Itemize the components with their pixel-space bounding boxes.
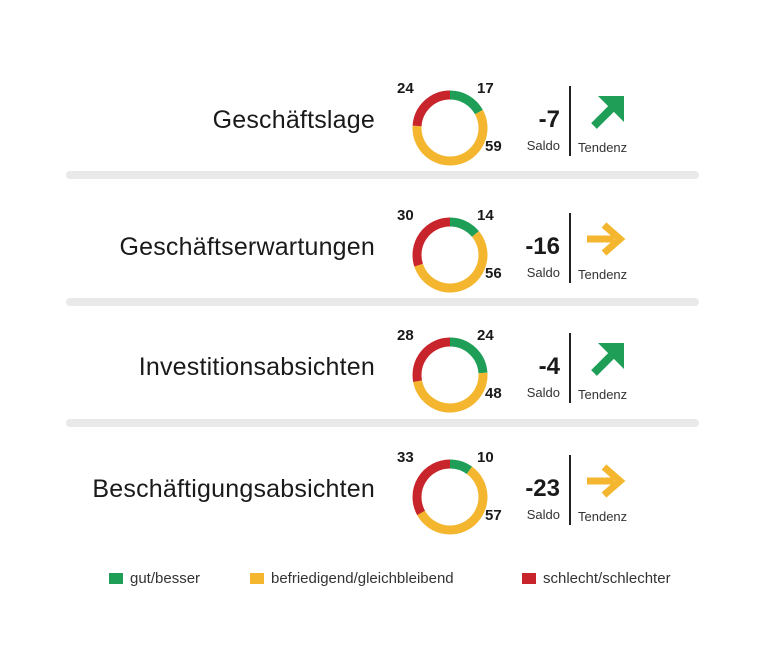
donut-slice-gut bbox=[449, 217, 479, 238]
donut-slice-befriedigend bbox=[412, 109, 488, 166]
donut-slice-schlecht bbox=[412, 90, 451, 127]
chart-row: Geschäftserwartungen 30 14 56 -16 Saldo Tende… bbox=[0, 205, 767, 325]
data-label-schlecht: 30 bbox=[397, 207, 414, 224]
tendenz-label: Tendenz bbox=[578, 387, 628, 402]
donut-slice-schlecht bbox=[412, 459, 451, 516]
data-label-befriedigend: 56 bbox=[485, 265, 502, 282]
legend-swatch-green bbox=[109, 573, 123, 584]
saldo-value: -16 bbox=[525, 233, 560, 260]
data-label-schlecht: 24 bbox=[397, 80, 414, 97]
row-separator bbox=[66, 419, 699, 427]
legend-label: schlecht/schlechter bbox=[543, 570, 671, 587]
legend-item-schlecht: schlecht/schlechter bbox=[522, 570, 671, 587]
data-label-gut: 17 bbox=[477, 80, 494, 97]
data-label-befriedigend: 57 bbox=[485, 507, 502, 524]
donut-slice-befriedigend bbox=[413, 372, 488, 413]
data-label-befriedigend: 48 bbox=[485, 385, 502, 402]
saldo-label: Saldo bbox=[526, 385, 560, 400]
saldo-label: Saldo bbox=[526, 265, 560, 280]
chart-row: Geschäftslage 24 17 59 -7 Saldo Tendenz bbox=[0, 78, 767, 198]
legend-item-befriedigend: befriedigend/gleichbleibend bbox=[250, 570, 454, 587]
donut-slice-gut bbox=[449, 337, 488, 374]
chart-row: Beschäftigungsabsichten 33 10 57 -23 Saldo Te… bbox=[0, 447, 767, 567]
arrow-right-icon bbox=[587, 464, 626, 498]
divider bbox=[569, 455, 571, 525]
data-label-gut: 10 bbox=[477, 449, 494, 466]
arrow-up-right-icon bbox=[591, 343, 624, 376]
tendenz-label: Tendenz bbox=[578, 140, 628, 155]
divider bbox=[569, 213, 571, 283]
legend: gut/besser befriedigend/gleichbleibend s… bbox=[0, 570, 767, 594]
donut-slice-gut bbox=[449, 459, 473, 475]
divider bbox=[569, 333, 571, 403]
legend-label: befriedigend/gleichbleibend bbox=[271, 570, 454, 587]
donut-chart bbox=[412, 217, 488, 293]
donut-slice-schlecht bbox=[412, 337, 451, 383]
donut-slice-gut bbox=[449, 90, 483, 115]
chart-row: Investitionsabsichten 28 24 48 -4 Saldo Tende… bbox=[0, 325, 767, 445]
saldo-value: -7 bbox=[538, 106, 560, 133]
row-separator bbox=[66, 298, 699, 306]
legend-swatch-yellow bbox=[250, 573, 264, 584]
donut-chart bbox=[412, 459, 488, 535]
saldo-value: -23 bbox=[525, 475, 560, 502]
tendenz-label: Tendenz bbox=[578, 267, 628, 282]
row-label: Beschäftigungsabsichten bbox=[92, 475, 375, 503]
data-label-gut: 24 bbox=[477, 327, 494, 344]
donut-chart bbox=[412, 337, 488, 413]
divider bbox=[569, 86, 571, 156]
saldo-value: -4 bbox=[538, 353, 560, 380]
donut-slice-befriedigend bbox=[414, 231, 488, 293]
saldo-label: Saldo bbox=[526, 138, 560, 153]
saldo-label: Saldo bbox=[526, 507, 560, 522]
data-label-befriedigend: 59 bbox=[485, 138, 502, 155]
row-label: Geschäftslage bbox=[212, 106, 375, 134]
legend-swatch-red bbox=[522, 573, 536, 584]
arrow-up-right-icon bbox=[591, 96, 624, 129]
tendenz-label: Tendenz bbox=[578, 509, 628, 524]
data-label-schlecht: 33 bbox=[397, 449, 414, 466]
row-label: Geschäftserwartungen bbox=[119, 233, 375, 261]
arrow-right-icon bbox=[587, 222, 626, 256]
legend-item-gut: gut/besser bbox=[109, 570, 200, 587]
donut-slice-befriedigend bbox=[417, 466, 488, 535]
legend-label: gut/besser bbox=[130, 570, 201, 587]
row-label: Investitionsabsichten bbox=[138, 353, 375, 381]
donut-chart bbox=[412, 90, 488, 166]
row-separator bbox=[66, 171, 699, 179]
donut-slice-schlecht bbox=[412, 217, 451, 267]
data-label-gut: 14 bbox=[477, 207, 494, 224]
data-label-schlecht: 28 bbox=[397, 327, 414, 344]
